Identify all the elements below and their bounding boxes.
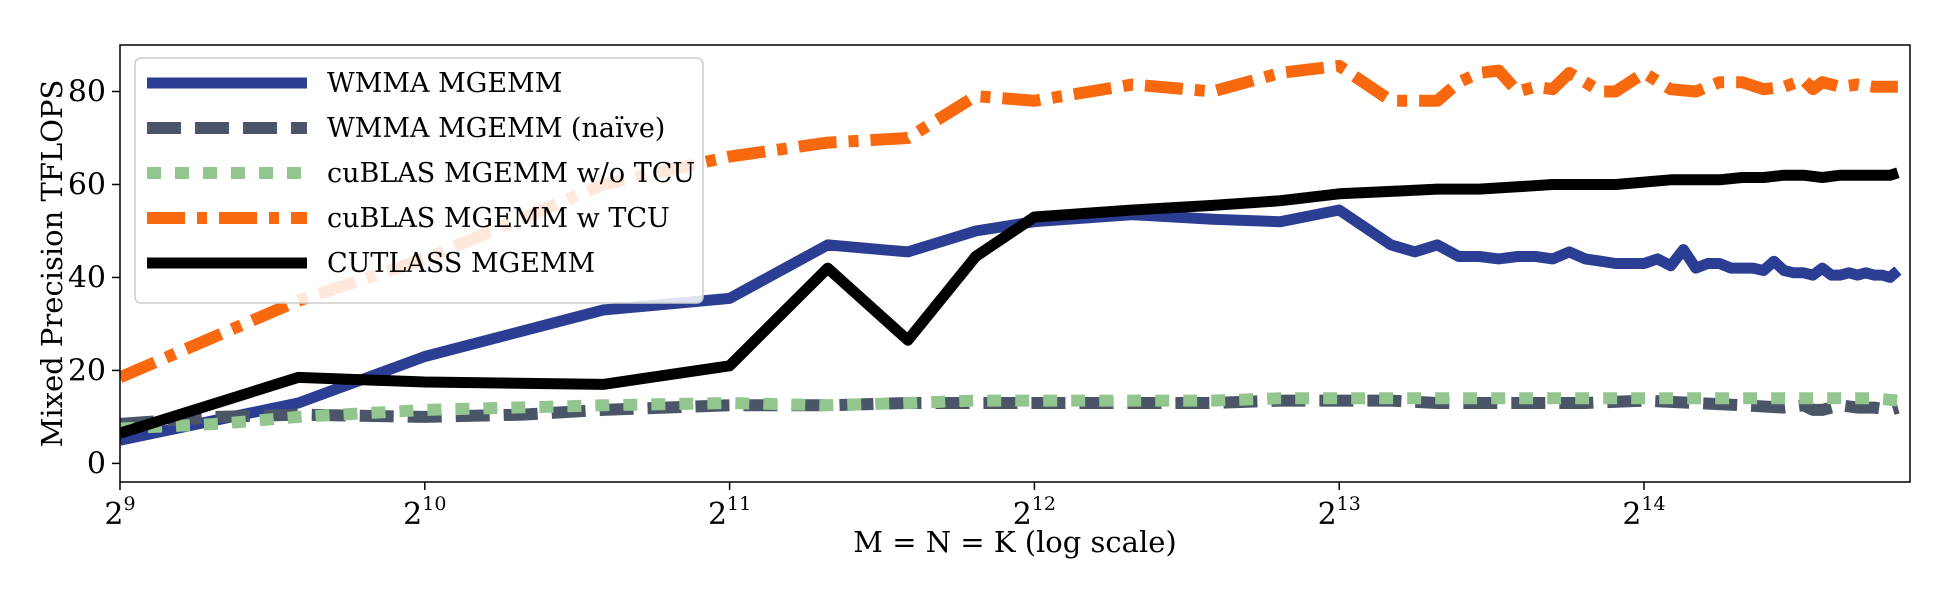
legend-label-cublas-mgemm-w-o-tcu: cuBLAS MGEMM w/o TCU	[327, 158, 695, 189]
x-tick-exponent: 11	[727, 493, 751, 515]
y-tick-label: 20	[68, 353, 106, 388]
y-axis-label: Mixed Precision TFLOPS	[35, 80, 69, 448]
legend-label-wmma-mgemm: WMMA MGEMM	[327, 68, 562, 99]
x-tick-exponent: 13	[1337, 493, 1361, 515]
legend: WMMA MGEMM WMMA MGEMM (naïve) cuBLAS MGEMM…	[134, 57, 704, 304]
legend-box	[134, 57, 704, 304]
series-line-cublas-mgemm-w-tcu	[120, 59, 1898, 383]
x-tick-base: 2	[104, 497, 123, 532]
x-tick-label: 213	[1318, 493, 1361, 532]
legend-label-cublas-mgemm-w-tcu: cuBLAS MGEMM w TCU	[327, 203, 670, 234]
y-tick-label: 60	[68, 167, 106, 202]
series-layer	[120, 59, 1902, 446]
series-line-cublas-mgemm-w-o-tcu	[120, 392, 1899, 435]
x-tick-label: 214	[1622, 493, 1665, 532]
x-tick-label: 210	[403, 493, 446, 532]
y-tick-label: 40	[68, 260, 106, 295]
plot-frame	[119, 44, 1911, 483]
x-tick-label: 211	[708, 493, 751, 532]
y-tick-label: 80	[68, 74, 106, 109]
x-tick-base: 2	[1622, 497, 1641, 532]
x-tick-exponent: 14	[1641, 493, 1665, 515]
x-tick-label: 212	[1013, 493, 1056, 532]
y-tick-label: 0	[87, 446, 106, 481]
x-tick-label: 29	[104, 493, 135, 532]
x-tick-base: 2	[1318, 497, 1337, 532]
x-tick-exponent: 10	[422, 493, 446, 515]
x-tick-base: 2	[708, 497, 727, 532]
legend-label-wmma-mgemm-na-ve: WMMA MGEMM (naïve)	[327, 113, 665, 144]
x-tick-exponent: 9	[124, 493, 136, 515]
x-axis-label: M = N = K (log scale)	[853, 525, 1176, 559]
x-tick-exponent: 12	[1032, 493, 1056, 515]
x-axis-ticks: 29 210 211 212 213 214	[104, 482, 1666, 532]
y-axis-ticks: 0 20 40 60 80	[68, 74, 120, 481]
legend-label-cutlass-mgemm: CUTLASS MGEMM	[327, 248, 595, 279]
series-line-cutlass-mgemm	[120, 167, 1900, 439]
x-tick-base: 2	[403, 497, 422, 532]
x-tick-base: 2	[1013, 497, 1032, 532]
